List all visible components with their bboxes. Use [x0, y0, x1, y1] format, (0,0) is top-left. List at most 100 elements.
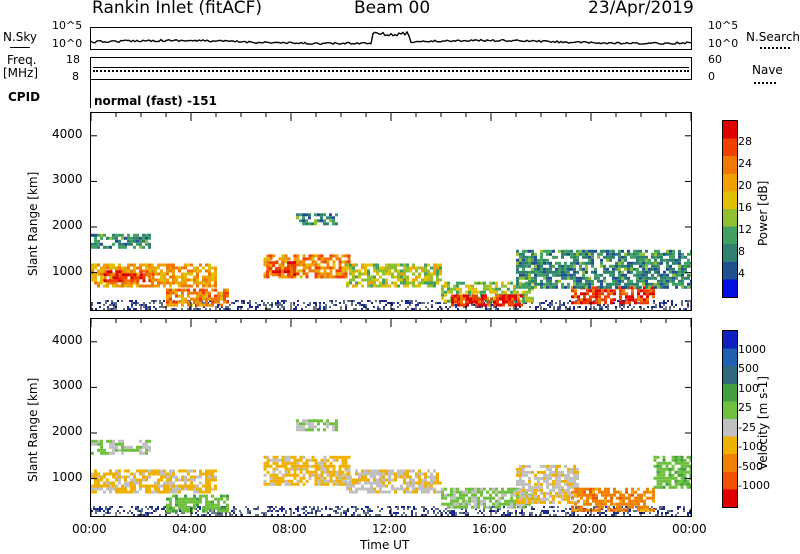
- echo-cell: [196, 303, 199, 307]
- scatter-cell: [237, 306, 239, 308]
- colorbar-tick-label: 24: [738, 157, 752, 170]
- echo-cell: [519, 476, 522, 480]
- echo-cell: [136, 279, 140, 283]
- echo-cell: [299, 458, 303, 462]
- echo-cell: [263, 467, 267, 471]
- echo-cell: [595, 496, 598, 500]
- echo-cell: [412, 272, 415, 276]
- echo-cell: [659, 470, 663, 474]
- echo-cell: [669, 255, 672, 259]
- echo-cell: [531, 279, 534, 283]
- echo-cell: [583, 292, 586, 296]
- echo-cell: [669, 258, 672, 262]
- echo-cell: [645, 273, 648, 277]
- echo-cell: [502, 297, 505, 301]
- echo-cell: [468, 293, 471, 297]
- scatter-cell: [199, 506, 201, 508]
- echo-cell: [332, 479, 336, 483]
- echo-cell: [613, 493, 616, 497]
- echo-cell: [311, 254, 315, 258]
- echo-cell: [139, 484, 142, 488]
- echo-cell: [275, 267, 278, 271]
- echo-cell: [516, 293, 519, 297]
- scatter-cell: [589, 514, 591, 516]
- scatter-cell: [111, 300, 113, 302]
- echo-cell: [323, 213, 326, 217]
- scatter-cell: [559, 308, 561, 310]
- echo-cell: [528, 249, 531, 253]
- scatter-cell: [141, 514, 143, 516]
- scatter-cell: [355, 508, 357, 510]
- echo-cell: [145, 266, 148, 270]
- echo-cell: [534, 252, 537, 256]
- echo-cell: [166, 281, 169, 285]
- echo-cell: [513, 487, 516, 491]
- echo-cell: [97, 481, 100, 485]
- echo-cell: [103, 273, 107, 277]
- echo-cell: [601, 502, 604, 506]
- echo-cell: [674, 482, 678, 486]
- echo-cell: [564, 488, 567, 492]
- echo-cell: [202, 472, 205, 476]
- echo-cell: [124, 269, 127, 273]
- echo-cell: [335, 470, 339, 474]
- echo-cell: [662, 473, 666, 477]
- echo-cell: [678, 252, 681, 256]
- echo-cell: [618, 261, 621, 265]
- echo-cell: [549, 464, 552, 468]
- echo-cell: [540, 488, 543, 492]
- echo-cell: [109, 472, 112, 476]
- echo-cell: [659, 485, 663, 489]
- echo-cell: [355, 487, 358, 491]
- scatter-cell: [95, 510, 97, 512]
- echo-cell: [646, 487, 649, 491]
- echo-cell: [112, 233, 115, 237]
- scatter-cell: [145, 514, 147, 516]
- echo-cell: [349, 263, 352, 267]
- echo-cell: [332, 222, 335, 226]
- echo-cell: [349, 484, 352, 488]
- echo-cell: [561, 249, 564, 253]
- echo-cell: [549, 282, 552, 286]
- echo-cell: [329, 269, 333, 273]
- echo-cell: [516, 290, 519, 294]
- echo-cell: [552, 485, 555, 489]
- echo-cell: [136, 266, 139, 270]
- scatter-cell: [111, 302, 113, 304]
- echo-cell: [675, 282, 678, 286]
- echo-cell: [597, 276, 600, 280]
- echo-cell: [424, 481, 427, 485]
- echo-cell: [576, 270, 579, 274]
- echo-cell: [305, 470, 309, 474]
- scatter-cell: [475, 306, 477, 308]
- echo-cell: [489, 505, 492, 509]
- echo-cell: [400, 263, 403, 267]
- echo-cell: [278, 275, 282, 279]
- scatter-cell: [407, 300, 409, 302]
- echo-cell: [379, 487, 382, 491]
- scatter-cell: [413, 508, 415, 510]
- echo-cell: [139, 242, 142, 246]
- echo-cell: [671, 485, 675, 489]
- echo-cell: [654, 276, 657, 280]
- scatter-cell: [241, 514, 243, 516]
- echo-cell: [654, 267, 657, 271]
- nave-dots: [754, 82, 776, 84]
- echo-cell: [133, 478, 136, 482]
- echo-cell: [636, 282, 639, 286]
- echo-cell: [499, 297, 502, 301]
- echo-cell: [284, 455, 288, 459]
- echo-cell: [646, 496, 649, 500]
- echo-cell: [555, 267, 558, 271]
- echo-cell: [453, 496, 456, 500]
- echo-cell: [555, 491, 558, 495]
- scatter-cell: [623, 512, 625, 514]
- echo-cell: [205, 303, 208, 307]
- echo-cell: [311, 458, 315, 462]
- echo-cell: [220, 297, 223, 301]
- echo-cell: [603, 285, 606, 289]
- echo-cell: [214, 278, 217, 282]
- scatter-cell: [543, 512, 545, 514]
- echo-cell: [595, 289, 598, 293]
- echo-cell: [657, 282, 660, 286]
